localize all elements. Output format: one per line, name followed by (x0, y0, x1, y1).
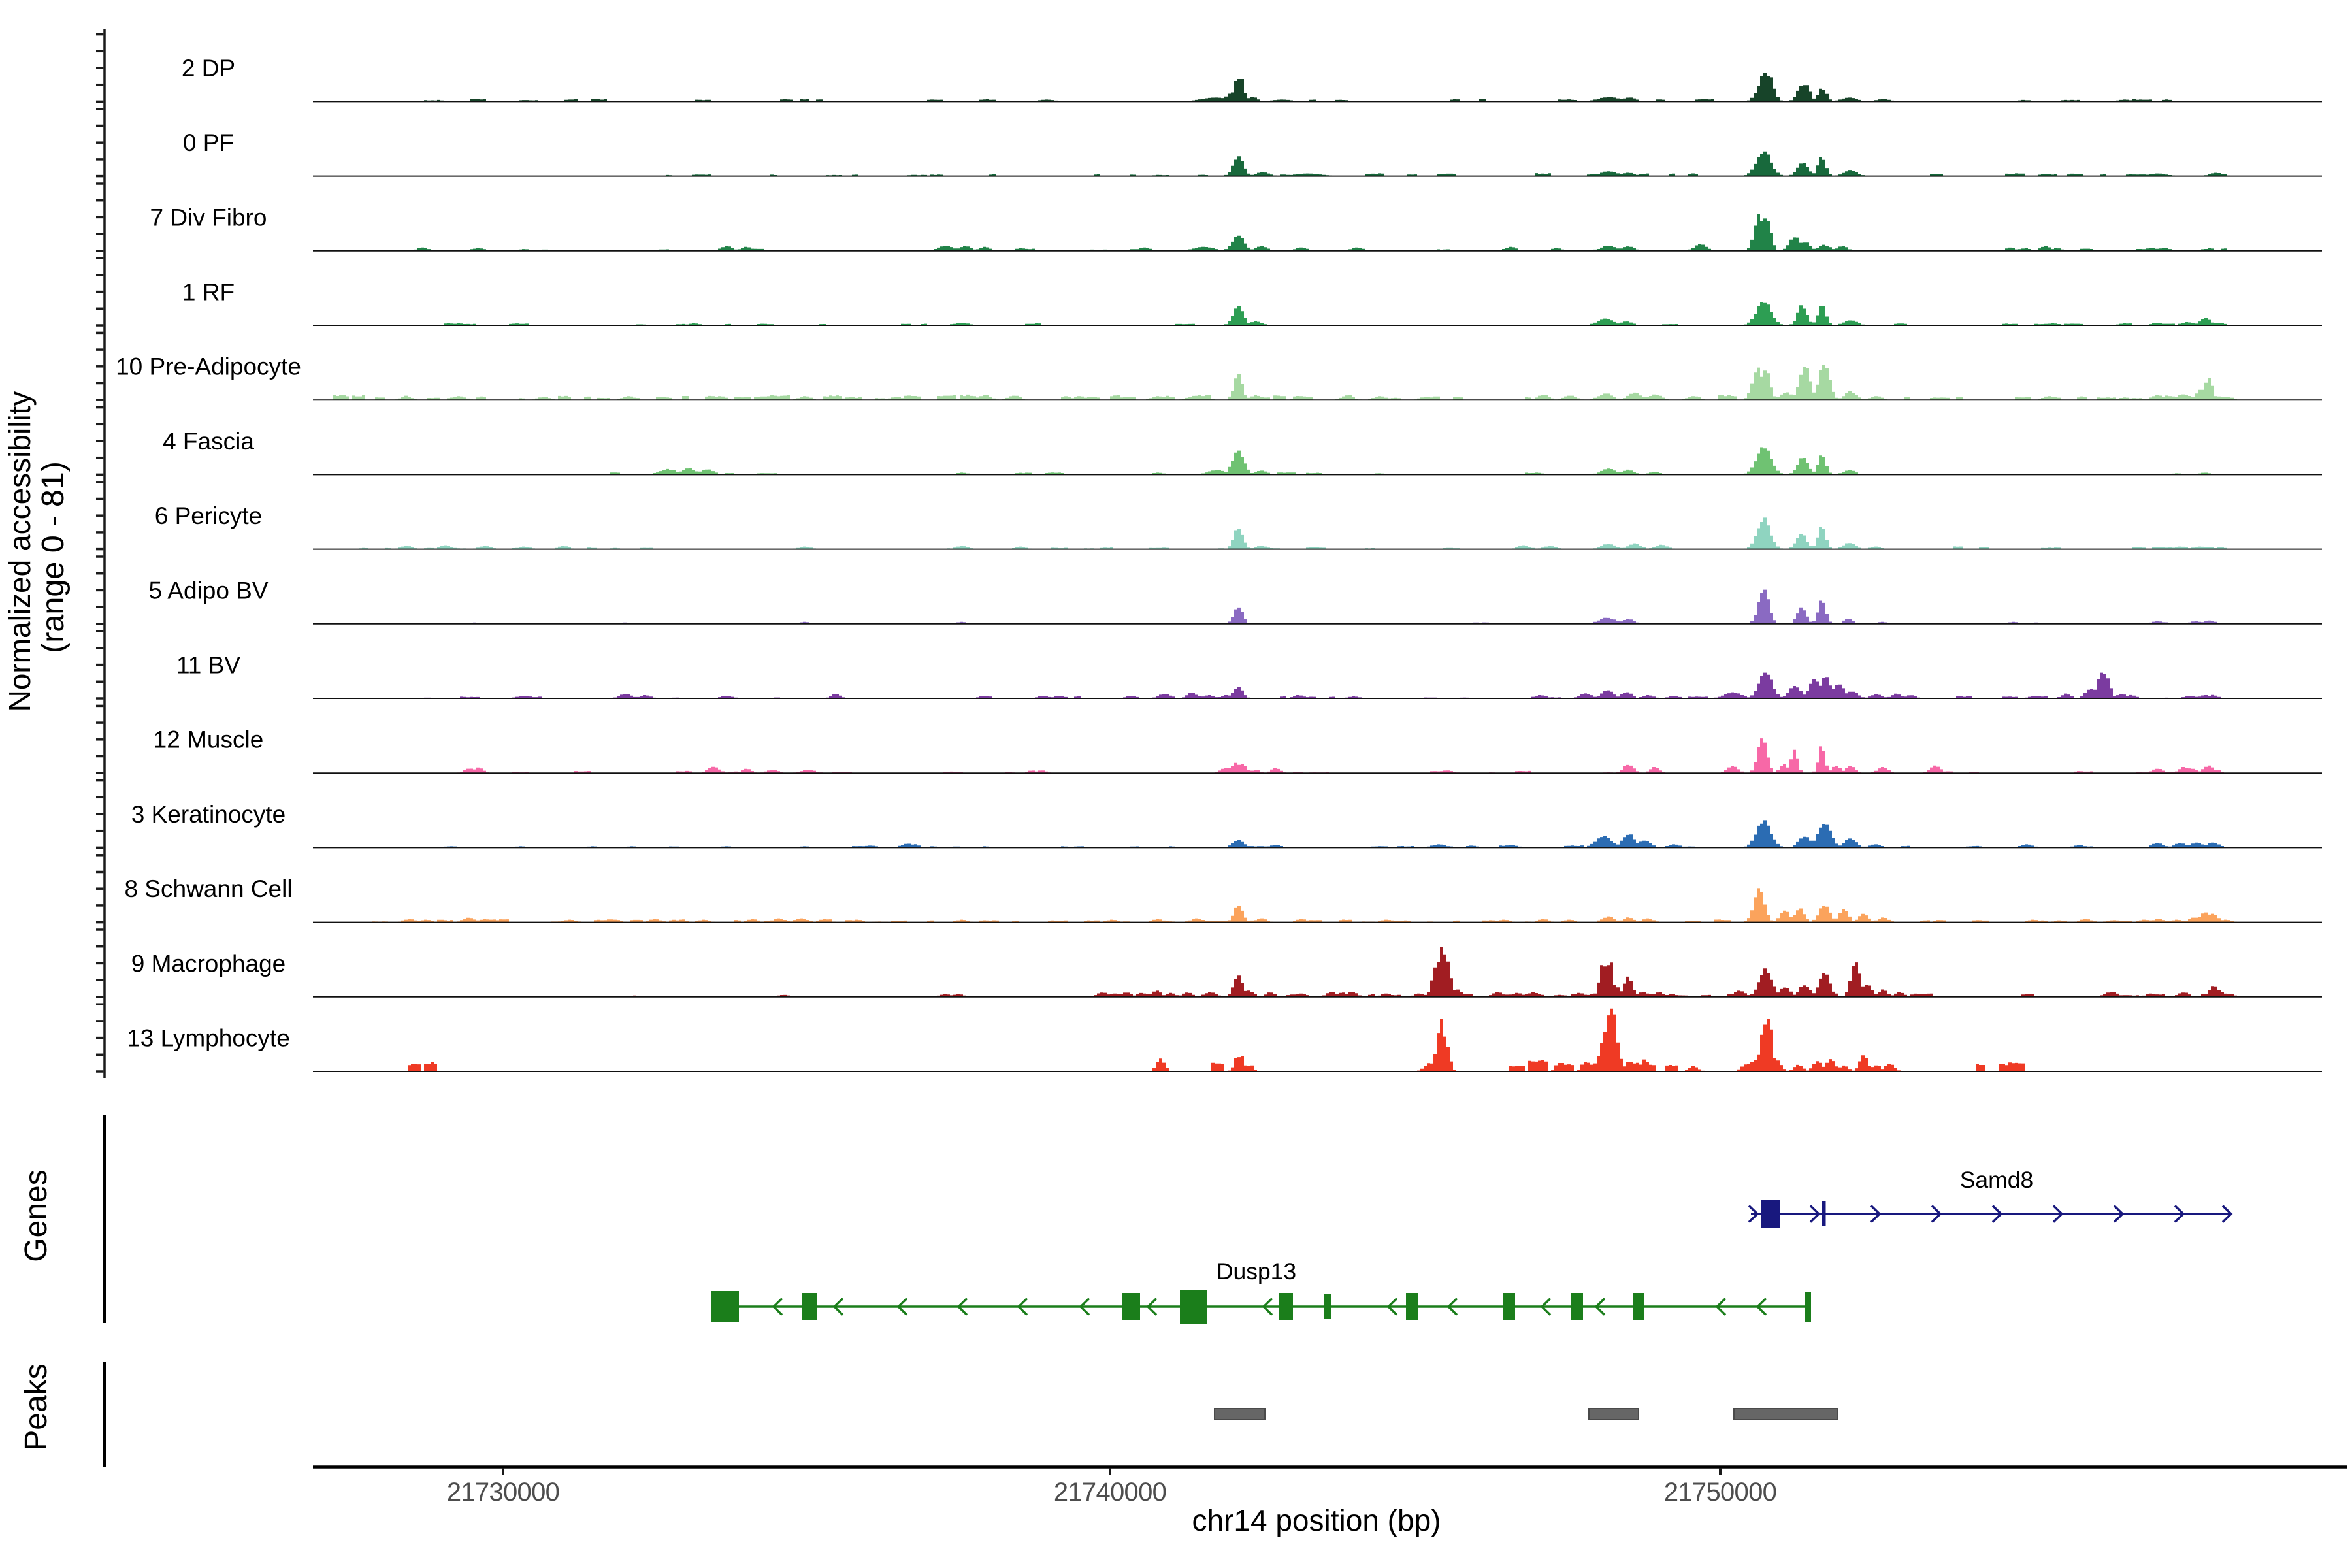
svg-text:21750000: 21750000 (1664, 1478, 1776, 1507)
svg-text:9 Macrophage: 9 Macrophage (131, 950, 286, 977)
svg-text:0 PF: 0 PF (183, 129, 234, 156)
svg-text:Genes: Genes (19, 1169, 54, 1262)
svg-text:10 Pre-Adipocyte: 10 Pre-Adipocyte (116, 353, 301, 380)
svg-text:5 Adipo BV: 5 Adipo BV (148, 577, 268, 604)
svg-text:13 Lymphocyte: 13 Lymphocyte (127, 1025, 290, 1052)
svg-text:3 Keratinocyte: 3 Keratinocyte (131, 801, 286, 828)
svg-text:Peaks: Peaks (19, 1364, 54, 1450)
svg-text:12 Muscle: 12 Muscle (154, 727, 264, 753)
svg-text:Normalized accessibility: Normalized accessibility (3, 391, 37, 712)
svg-text:(range 0 - 81): (range 0 - 81) (35, 461, 71, 653)
svg-text:chr14 position (bp): chr14 position (bp) (1192, 1503, 1441, 1537)
svg-text:1 RF: 1 RF (182, 279, 235, 306)
svg-text:6 Pericyte: 6 Pericyte (155, 502, 263, 529)
svg-text:21730000: 21730000 (447, 1478, 559, 1507)
svg-text:7 Div Fibro: 7 Div Fibro (150, 204, 267, 231)
svg-text:8 Schwann Cell: 8 Schwann Cell (124, 875, 292, 902)
svg-text:Dusp13: Dusp13 (1217, 1258, 1296, 1284)
svg-text:2 DP: 2 DP (182, 55, 235, 82)
svg-text:21740000: 21740000 (1054, 1478, 1166, 1507)
svg-text:11 BV: 11 BV (176, 652, 240, 679)
svg-text:Samd8: Samd8 (1960, 1167, 2033, 1193)
svg-text:4 Fascia: 4 Fascia (163, 428, 254, 455)
